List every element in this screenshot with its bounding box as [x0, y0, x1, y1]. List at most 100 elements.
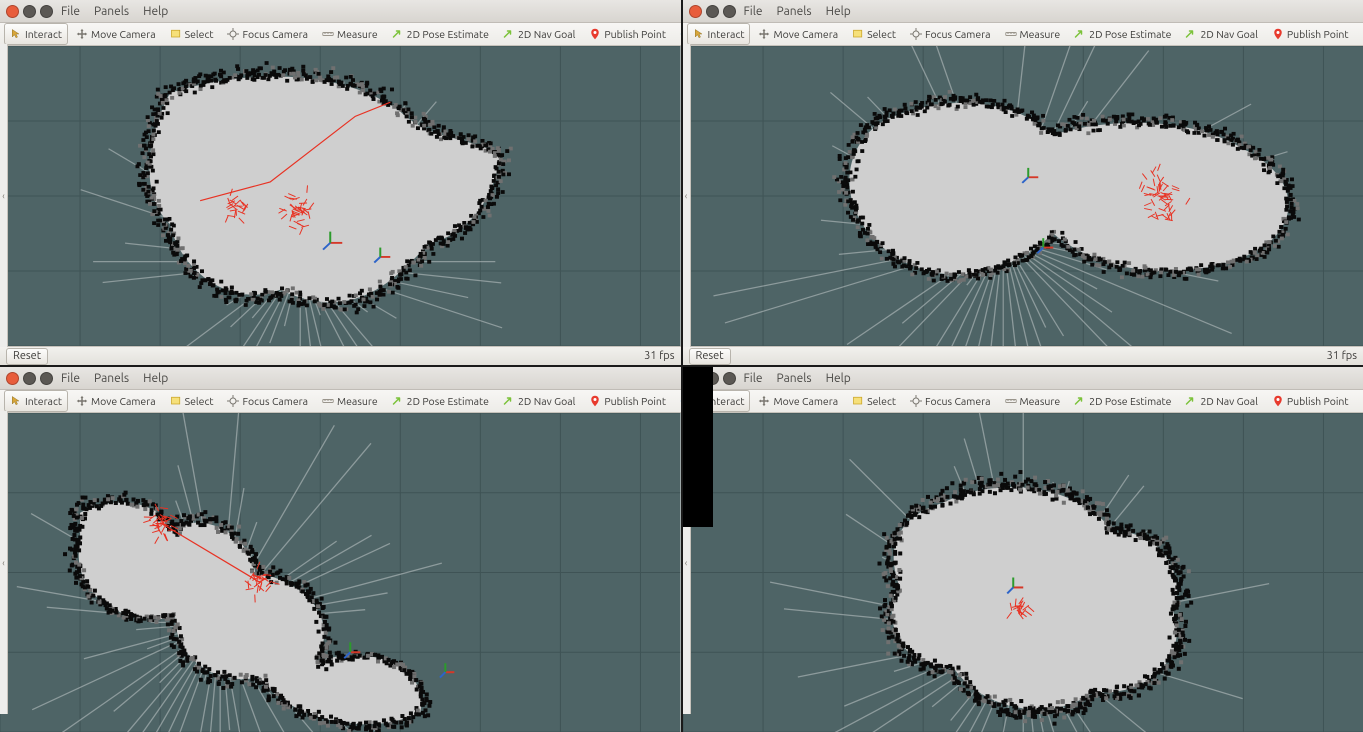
focus-camera-button-label: Focus Camera: [925, 28, 991, 40]
pose-estimate-button-label: 2D Pose Estimate: [407, 395, 489, 407]
viewport-3d[interactable]: [0, 46, 681, 346]
viewport-3d[interactable]: [683, 413, 1363, 732]
select-button-icon: [852, 395, 864, 407]
select-button[interactable]: Select: [164, 23, 220, 45]
pane-tl: FilePanelsHelpInteractMove CameraSelectF…: [0, 0, 681, 365]
nav-goal-button-label: 2D Nav Goal: [1200, 395, 1257, 407]
menu-help[interactable]: Help: [826, 372, 851, 385]
close-button[interactable]: [6, 372, 19, 385]
nav-goal-button[interactable]: 2D Nav Goal: [497, 390, 581, 412]
nav-goal-button[interactable]: 2D Nav Goal: [1179, 23, 1263, 45]
measure-button-label: Measure: [337, 395, 378, 407]
menu-help[interactable]: Help: [143, 5, 168, 18]
focus-camera-button-icon: [910, 28, 922, 40]
close-button[interactable]: [6, 5, 19, 18]
menu-file[interactable]: File: [61, 5, 80, 18]
move-camera-button-icon: [76, 395, 88, 407]
publish-point-button[interactable]: Publish Point: [1266, 23, 1355, 45]
interact-button[interactable]: Interact: [4, 390, 68, 412]
add-tool-button[interactable]: [674, 23, 680, 45]
move-camera-button-icon: [76, 28, 88, 40]
measure-button[interactable]: Measure: [999, 23, 1067, 45]
pose-estimate-button-label: 2D Pose Estimate: [407, 28, 489, 40]
move-camera-button[interactable]: Move Camera: [752, 23, 844, 45]
interact-button[interactable]: Interact: [687, 23, 751, 45]
minimize-button[interactable]: [706, 5, 719, 18]
minimize-button[interactable]: [23, 5, 36, 18]
move-camera-button[interactable]: Move Camera: [70, 390, 162, 412]
viewport-3d[interactable]: [0, 413, 681, 732]
maximize-button[interactable]: [40, 5, 53, 18]
nav-goal-button-label: 2D Nav Goal: [518, 395, 575, 407]
select-button-label: Select: [185, 395, 214, 407]
menu-help[interactable]: Help: [826, 5, 851, 18]
pane-br: FilePanelsHelpInteractMove CameraSelectF…: [683, 367, 1363, 732]
interact-button-label: Interact: [708, 28, 745, 40]
window-buttons: [6, 372, 53, 385]
menu-file[interactable]: File: [744, 5, 763, 18]
interact-button-icon: [10, 395, 22, 407]
panel-expand-handle[interactable]: ‹: [683, 44, 691, 347]
menu-help[interactable]: Help: [143, 372, 168, 385]
pose-estimate-button[interactable]: 2D Pose Estimate: [1068, 390, 1177, 412]
menubar: File Panels Help: [61, 5, 168, 18]
menu-file[interactable]: File: [61, 372, 80, 385]
focus-camera-button[interactable]: Focus Camera: [221, 390, 314, 412]
add-tool-button[interactable]: [1357, 23, 1363, 45]
measure-button-icon: [322, 28, 334, 40]
measure-button[interactable]: Measure: [999, 390, 1067, 412]
publish-point-button[interactable]: Publish Point: [583, 23, 672, 45]
nav-goal-button[interactable]: 2D Nav Goal: [1179, 390, 1263, 412]
select-button[interactable]: Select: [164, 390, 220, 412]
focus-camera-button[interactable]: Focus Camera: [221, 23, 314, 45]
reset-button[interactable]: Reset: [689, 348, 731, 365]
toolbar: InteractMove CameraSelectFocus CameraMea…: [683, 390, 1363, 413]
move-camera-button-label: Move Camera: [91, 28, 156, 40]
select-button-icon: [170, 28, 182, 40]
pose-estimate-button[interactable]: 2D Pose Estimate: [386, 23, 495, 45]
interact-button[interactable]: Interact: [4, 23, 68, 45]
pose-estimate-button-label: 2D Pose Estimate: [1089, 395, 1171, 407]
minimize-button[interactable]: [23, 372, 36, 385]
maximize-button[interactable]: [40, 372, 53, 385]
menubar: File Panels Help: [61, 372, 168, 385]
select-button[interactable]: Select: [846, 23, 902, 45]
select-button-icon: [852, 28, 864, 40]
menu-panels[interactable]: Panels: [777, 372, 812, 385]
measure-button[interactable]: Measure: [316, 23, 384, 45]
reset-button[interactable]: Reset: [6, 348, 48, 365]
add-tool-button[interactable]: [674, 390, 680, 412]
viewport-3d[interactable]: [683, 46, 1363, 346]
focus-camera-button[interactable]: Focus Camera: [904, 23, 997, 45]
publish-point-button[interactable]: Publish Point: [583, 390, 672, 412]
pose-estimate-button-icon: [1074, 28, 1086, 40]
pose-estimate-button[interactable]: 2D Pose Estimate: [1068, 23, 1177, 45]
maximize-button[interactable]: [723, 5, 736, 18]
menu-panels[interactable]: Panels: [94, 5, 129, 18]
statusbar: Reset31 fps: [683, 346, 1363, 365]
focus-camera-button-label: Focus Camera: [925, 395, 991, 407]
interact-button-icon: [693, 28, 705, 40]
menu-panels[interactable]: Panels: [777, 5, 812, 18]
publish-point-button[interactable]: Publish Point: [1266, 390, 1355, 412]
add-tool-button[interactable]: [1357, 390, 1363, 412]
nav-goal-button[interactable]: 2D Nav Goal: [497, 23, 581, 45]
move-camera-button[interactable]: Move Camera: [70, 23, 162, 45]
maximize-button[interactable]: [723, 372, 736, 385]
pose-estimate-button-icon: [392, 395, 404, 407]
move-camera-button-label: Move Camera: [91, 395, 156, 407]
panel-expand-handle[interactable]: ‹: [0, 44, 8, 347]
menu-file[interactable]: File: [744, 372, 763, 385]
nav-goal-button-icon: [503, 28, 515, 40]
nav-goal-button-icon: [1185, 395, 1197, 407]
measure-button[interactable]: Measure: [316, 390, 384, 412]
panel-expand-handle[interactable]: ‹: [0, 411, 8, 714]
select-button[interactable]: Select: [846, 390, 902, 412]
menubar: File Panels Help: [744, 372, 851, 385]
close-button[interactable]: [689, 5, 702, 18]
measure-button-icon: [1005, 395, 1017, 407]
focus-camera-button[interactable]: Focus Camera: [904, 390, 997, 412]
pose-estimate-button[interactable]: 2D Pose Estimate: [386, 390, 495, 412]
menu-panels[interactable]: Panels: [94, 372, 129, 385]
move-camera-button[interactable]: Move Camera: [752, 390, 844, 412]
